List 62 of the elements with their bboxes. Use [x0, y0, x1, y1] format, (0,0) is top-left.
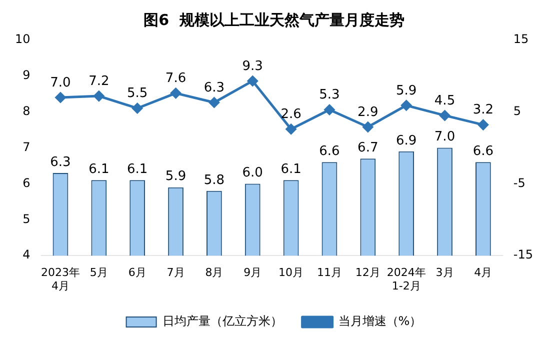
data-label: 2.9: [358, 104, 378, 120]
x-tick-label: 8月: [205, 266, 224, 280]
y2-tick-label: -5: [513, 176, 526, 190]
data-label: 3.2: [472, 102, 494, 118]
point: [132, 103, 143, 114]
data-label: 6.1: [126, 162, 148, 178]
data-label: 6.3: [204, 80, 225, 96]
data-label: 6.6: [472, 144, 494, 160]
data-label: 6.1: [88, 162, 110, 178]
data-label: 6.6: [319, 144, 340, 160]
data-label: 4.5: [434, 93, 456, 108]
legend-label: 日均产量（亿立方米）: [162, 314, 282, 328]
data-label: 5.9: [165, 169, 186, 184]
x-tick-label: 5月: [90, 266, 108, 280]
data-label: 9.3: [242, 58, 263, 74]
y2-tick-label: 15: [513, 32, 529, 46]
data-label: 5.9: [396, 83, 417, 98]
y-tick-label: 8: [22, 104, 30, 118]
y-tick-label: 6: [22, 176, 30, 190]
point: [55, 92, 66, 103]
data-label: 5.8: [204, 172, 225, 188]
point: [478, 120, 488, 130]
x-tick-label: 2024年 1-2月: [386, 266, 426, 292]
data-label: 6.7: [358, 140, 378, 156]
point: [170, 88, 182, 98]
y-tick-label: 7: [22, 140, 30, 154]
point: [286, 124, 296, 134]
data-label: 6.3: [50, 154, 71, 170]
data-label: 5.5: [126, 86, 148, 102]
y-tick-label: 5: [22, 212, 30, 226]
point: [247, 76, 258, 86]
point: [324, 104, 335, 115]
data-label: 7.2: [88, 74, 110, 89]
legend-label: 当月增速（%）: [338, 314, 422, 328]
point: [362, 122, 374, 132]
data-label: 6.0: [242, 166, 263, 181]
x-tick-label: 4月: [474, 266, 492, 280]
data-label: 6.9: [396, 133, 417, 148]
y2-tick-label: 5: [513, 104, 522, 118]
y-tick-label: 10: [14, 32, 30, 46]
x-tick-label: 9月: [244, 266, 262, 280]
x-tick-label: 7月: [166, 266, 185, 280]
data-label: 7.6: [165, 71, 186, 86]
data-label: 2.6: [280, 106, 302, 122]
data-label: 7.0: [434, 130, 456, 145]
point: [94, 90, 104, 102]
data-label: 7.0: [50, 75, 71, 90]
x-tick-label: 2023年 4月: [40, 266, 80, 292]
x-tick-label: 12月: [355, 266, 380, 280]
chart-title: 图6 规模以上工业天然气产量月度走势: [144, 10, 404, 29]
y-tick-label: 9: [22, 68, 30, 82]
point: [440, 110, 450, 121]
x-tick-label: 6月: [128, 266, 146, 280]
x-tick-label: 11月: [316, 266, 342, 280]
point: [401, 100, 412, 111]
data-label: 5.3: [319, 88, 340, 103]
point: [208, 97, 220, 108]
data-label: 6.1: [280, 162, 302, 178]
y2-tick-label: -15: [513, 248, 534, 262]
y-tick-label: 4: [22, 248, 30, 262]
x-tick-label: 3月: [436, 266, 454, 280]
x-tick-label: 10月: [278, 266, 304, 280]
